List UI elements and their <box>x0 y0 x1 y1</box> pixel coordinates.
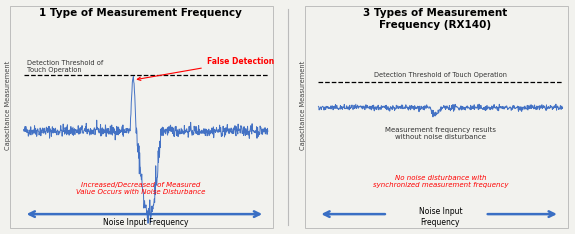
Text: Noise Input Frequency: Noise Input Frequency <box>103 218 189 227</box>
Text: Increased/Decreased of Measured
Value Occurs with Noise Disturbance: Increased/Decreased of Measured Value Oc… <box>75 182 205 195</box>
Text: Capacitance Measurement: Capacitance Measurement <box>300 61 306 150</box>
Text: Detection Threshold of
Touch Operation: Detection Threshold of Touch Operation <box>26 60 103 73</box>
Text: 1 Type of Measurement Frequency: 1 Type of Measurement Frequency <box>39 8 242 18</box>
Text: Capacitance Measurement: Capacitance Measurement <box>6 61 12 150</box>
Text: Measurement frequency results
without noise disturbance: Measurement frequency results without no… <box>385 127 496 140</box>
Text: Detection Threshold of Touch Operation: Detection Threshold of Touch Operation <box>374 72 507 78</box>
Text: Noise Input
Frequency: Noise Input Frequency <box>419 207 462 227</box>
Text: False Detection: False Detection <box>137 57 274 80</box>
Text: No noise disturbance with
synchronized measurement frequency: No noise disturbance with synchronized m… <box>373 175 508 188</box>
Text: 3 Types of Measurement
Frequency (RX140): 3 Types of Measurement Frequency (RX140) <box>363 8 507 30</box>
